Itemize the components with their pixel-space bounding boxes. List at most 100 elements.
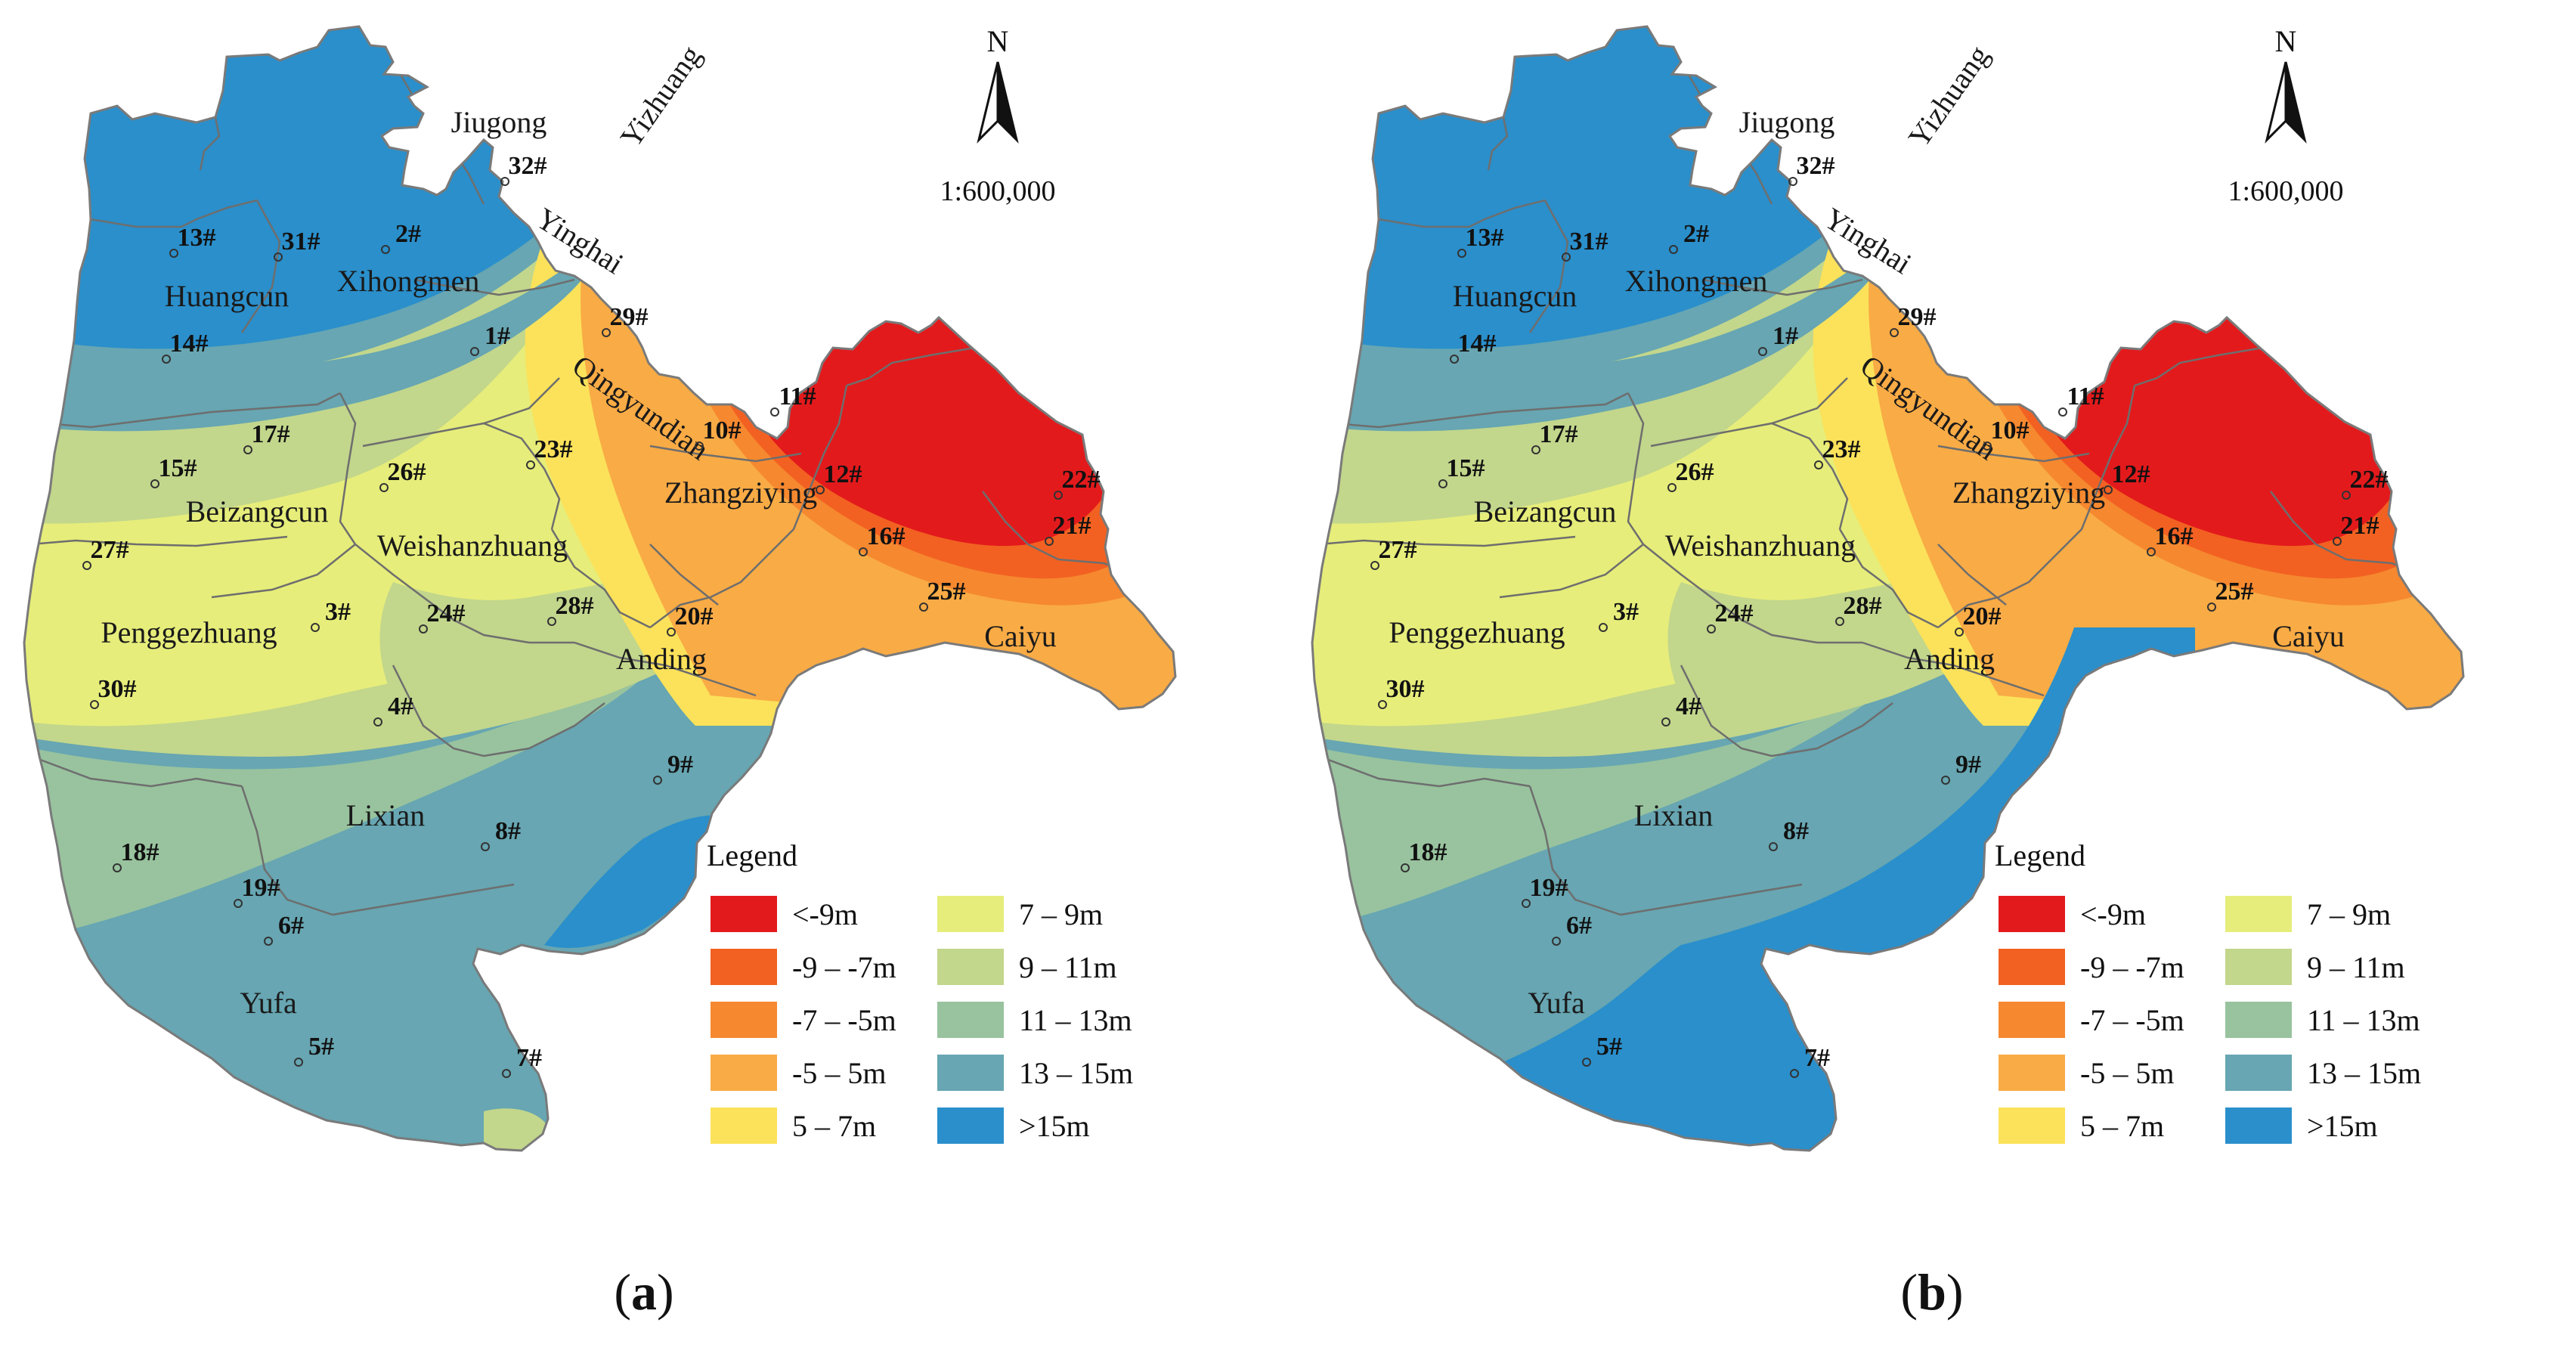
town-boundary xyxy=(45,392,341,429)
well-marker xyxy=(502,1069,511,1078)
legend-label: 13 – 15m xyxy=(1019,1056,1133,1090)
town-boundary xyxy=(1333,392,1629,429)
well-marker xyxy=(1599,623,1608,632)
well-marker xyxy=(470,347,479,356)
well-marker xyxy=(169,249,178,258)
well-marker xyxy=(1667,483,1677,492)
town-boundary xyxy=(1937,559,2052,628)
scale-label: 1:600,000 xyxy=(940,175,1055,207)
well-marker xyxy=(481,842,490,851)
well-label: 8# xyxy=(1783,817,1809,845)
legend-label: >15m xyxy=(2307,1109,2378,1143)
town-label-anding: Anding xyxy=(616,642,707,676)
well-marker xyxy=(1582,1058,1591,1067)
town-boundary xyxy=(1643,544,1862,644)
legend-title: Legend xyxy=(1995,838,2085,872)
well-label: 29# xyxy=(1898,303,1937,331)
town-boundary xyxy=(240,785,333,916)
well-marker xyxy=(1890,328,1899,337)
town-label-huangcun: Huangcun xyxy=(1453,279,1577,313)
well-marker xyxy=(919,603,928,612)
town-label-xihongmen: Xihongmen xyxy=(1625,264,1768,298)
well-label: 17# xyxy=(1540,420,1578,448)
town-label-lixian: Lixian xyxy=(346,798,425,832)
well-marker xyxy=(274,252,283,262)
legend-label: -7 – -5m xyxy=(792,1003,896,1037)
town-label-beizangcun: Beizangcun xyxy=(1474,494,1617,528)
town-boundary xyxy=(1937,544,2007,606)
district-outline xyxy=(23,25,1177,1152)
legend-label: -9 – -7m xyxy=(2080,950,2184,984)
north-arrow: N xyxy=(977,24,1019,144)
well-label: 4# xyxy=(388,692,413,720)
legend-swatch xyxy=(2225,896,2292,932)
well-marker xyxy=(547,617,556,626)
legend: Legend <-9m -9 – -7m -7 – -5m -5 – 5m 5 – 7m 7… xyxy=(707,838,1133,1144)
well-label: 5# xyxy=(308,1033,334,1061)
well-label: 7# xyxy=(1804,1044,1830,1072)
well-marker xyxy=(82,561,91,570)
legend-label: <-9m xyxy=(2080,897,2146,931)
well-label: 12# xyxy=(2112,460,2150,488)
district-outline xyxy=(1311,25,2465,1152)
legend-swatch xyxy=(2225,1108,2292,1144)
legend-swatch xyxy=(2225,949,2292,985)
legend-label: 9 – 11m xyxy=(1019,950,1117,984)
well-label: 26# xyxy=(1676,458,1714,486)
legend-label: 5 – 7m xyxy=(792,1109,876,1143)
well-marker xyxy=(1983,441,1992,451)
town-boundary xyxy=(29,535,288,547)
town-boundary xyxy=(332,883,515,916)
well-label: 11# xyxy=(779,383,816,410)
monitoring-wells: 32# 13# 31# 2# 29# 1# 14# 11# 10# 17# 23# 15# 26# 12#… xyxy=(82,152,1101,1078)
well-marker xyxy=(1457,249,1466,258)
town-boundary xyxy=(1627,392,1645,545)
well-marker xyxy=(695,441,704,451)
monitoring-wells: 32# 13# 31# 2# 29# 1# 14# 11# 10# 17# 23# 15# 26# 12#… xyxy=(1370,152,2389,1078)
well-marker xyxy=(1054,491,1063,500)
town-boundary xyxy=(90,199,258,228)
well-marker xyxy=(1522,899,1531,908)
legend-label: 7 – 9m xyxy=(1019,897,1103,931)
town-boundaries xyxy=(1317,56,2423,916)
well-label: 30# xyxy=(98,675,137,703)
well-marker xyxy=(1814,460,1823,469)
town-boundary xyxy=(1771,422,1849,530)
well-marker xyxy=(500,177,509,186)
well-marker xyxy=(602,328,611,337)
town-boundary xyxy=(211,544,356,599)
town-label-weishanzhuang: Weishanzhuang xyxy=(1665,528,1856,562)
well-label: 30# xyxy=(1386,675,1425,703)
north-arrow-left xyxy=(2265,61,2287,144)
well-marker xyxy=(243,445,252,454)
legend-label: -9 – -7m xyxy=(792,950,896,984)
well-marker xyxy=(1758,347,1767,356)
well-label: 11# xyxy=(2067,383,2104,410)
well-label: 19# xyxy=(242,874,280,902)
legend-swatch xyxy=(937,1002,1004,1038)
well-marker xyxy=(2333,537,2342,546)
contour-zone xyxy=(1667,575,1932,726)
legend-swatch xyxy=(937,949,1004,985)
well-label: 28# xyxy=(1844,592,1882,620)
town-label-yufa: Yufa xyxy=(240,986,297,1020)
contour-zone xyxy=(1312,219,1908,432)
scale-label: 1:600,000 xyxy=(2228,175,2343,207)
town-boundary xyxy=(649,445,802,463)
well-marker xyxy=(1562,252,1571,262)
legend-label: 13 – 15m xyxy=(2307,1056,2421,1090)
well-label: 28# xyxy=(556,592,594,620)
legend-label: 11 – 13m xyxy=(1019,1003,1132,1037)
well-label: 19# xyxy=(1530,874,1568,902)
well-label: 10# xyxy=(703,417,742,445)
well-label: 10# xyxy=(1991,417,2030,445)
well-label: 24# xyxy=(1715,599,1754,627)
town-label-penggezhuang: Penggezhuang xyxy=(101,615,277,649)
well-label: 1# xyxy=(485,322,510,350)
legend-swatch xyxy=(1999,1055,2065,1091)
north-arrow: N xyxy=(2265,24,2307,144)
town-label-huangcun: Huangcun xyxy=(165,279,289,313)
well-label: 12# xyxy=(824,460,862,488)
well-label: 6# xyxy=(1566,912,1592,940)
